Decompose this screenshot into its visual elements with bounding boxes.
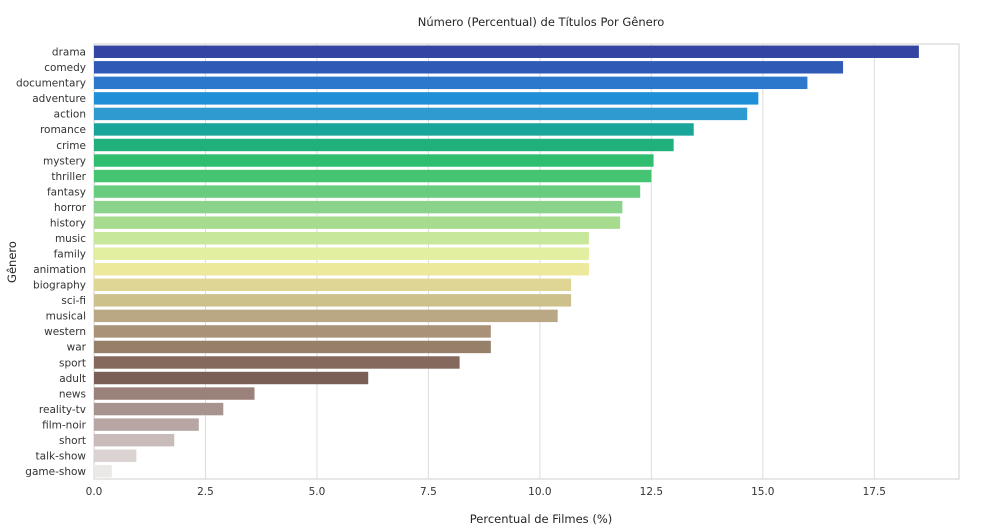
x-axis-label: Percentual de Filmes (%) bbox=[470, 512, 612, 526]
bar-reality-tv bbox=[94, 402, 224, 416]
bar-sci-fi bbox=[94, 294, 572, 307]
x-tick-label: 12.5 bbox=[640, 486, 663, 498]
bar-crime bbox=[94, 138, 674, 152]
bar-comedy bbox=[94, 61, 844, 74]
chart-title: Número (Percentual) de Títulos Por Gêner… bbox=[418, 15, 665, 29]
bar-fantasy bbox=[94, 185, 641, 198]
y-tick-label: reality-tv bbox=[39, 404, 86, 416]
bar-adult bbox=[94, 371, 369, 385]
y-tick-label: short bbox=[59, 435, 86, 447]
y-tick-label: musical bbox=[46, 311, 86, 323]
bar-romance bbox=[94, 123, 694, 136]
bar-western bbox=[94, 325, 491, 338]
y-tick-label: biography bbox=[33, 280, 86, 292]
bar-adventure bbox=[94, 92, 759, 105]
x-tick-label: 2.5 bbox=[197, 486, 214, 498]
y-tick-label: music bbox=[55, 233, 86, 245]
y-tick-label: documentary bbox=[16, 78, 86, 90]
y-tick-label: sport bbox=[59, 357, 86, 369]
bar-drama bbox=[94, 45, 919, 58]
bar-mystery bbox=[94, 154, 654, 167]
plot-frame bbox=[93, 43, 960, 480]
bar-history bbox=[94, 216, 621, 229]
x-tick-label: 15.0 bbox=[751, 486, 774, 498]
bar-action bbox=[94, 107, 748, 121]
bar-talk-show bbox=[94, 449, 137, 462]
y-tick-label: animation bbox=[33, 264, 86, 276]
bar-horror bbox=[94, 200, 623, 214]
y-tick-label: fantasy bbox=[47, 186, 86, 198]
y-tick-label: mystery bbox=[43, 155, 86, 167]
x-tick-labels: 0.0 2.5 5.0 7.5 10.0 12.5 15.0 17.5 bbox=[86, 486, 886, 498]
y-tick-label: news bbox=[59, 388, 86, 400]
y-tick-label: sci-fi bbox=[61, 295, 86, 307]
bar-music bbox=[94, 231, 589, 245]
bar-biography bbox=[94, 278, 572, 292]
y-tick-label: talk-show bbox=[36, 450, 87, 462]
bar-family bbox=[94, 247, 589, 260]
bar-news bbox=[94, 387, 255, 400]
bar-musical bbox=[94, 309, 558, 323]
bar-film-noir bbox=[94, 418, 199, 431]
y-tick-label: game-show bbox=[25, 466, 86, 478]
y-tick-label: thriller bbox=[51, 171, 86, 183]
bar-animation bbox=[94, 263, 589, 276]
y-tick-label: adventure bbox=[32, 93, 86, 105]
bars bbox=[94, 45, 919, 478]
y-tick-label: action bbox=[54, 109, 86, 121]
x-tick-label: 17.5 bbox=[863, 486, 886, 498]
y-tick-label: comedy bbox=[44, 62, 86, 74]
y-tick-label: history bbox=[50, 217, 86, 229]
bar-thriller bbox=[94, 169, 652, 183]
bar-sport bbox=[94, 356, 460, 369]
x-tick-label: 10.0 bbox=[528, 486, 551, 498]
y-tick-label: horror bbox=[54, 202, 87, 214]
y-tick-label: crime bbox=[56, 140, 86, 152]
y-tick-label: film-noir bbox=[42, 419, 87, 431]
y-tick-labels: drama comedy documentary adventure action rom… bbox=[16, 47, 87, 478]
y-axis-label: Gênero bbox=[5, 241, 19, 283]
bar-game-show bbox=[94, 465, 112, 478]
x-tick-label: 0.0 bbox=[86, 486, 103, 498]
bar-documentary bbox=[94, 76, 808, 90]
x-tick-label: 5.0 bbox=[309, 486, 326, 498]
y-tick-label: adult bbox=[59, 373, 86, 385]
x-tick-label: 7.5 bbox=[420, 486, 437, 498]
bar-war bbox=[94, 340, 491, 354]
y-tick-label: family bbox=[54, 249, 86, 261]
y-tick-label: drama bbox=[52, 47, 86, 59]
y-tick-label: western bbox=[44, 326, 86, 338]
y-tick-label: romance bbox=[40, 124, 86, 136]
y-tick-label: war bbox=[67, 342, 87, 354]
bar-short bbox=[94, 433, 175, 447]
